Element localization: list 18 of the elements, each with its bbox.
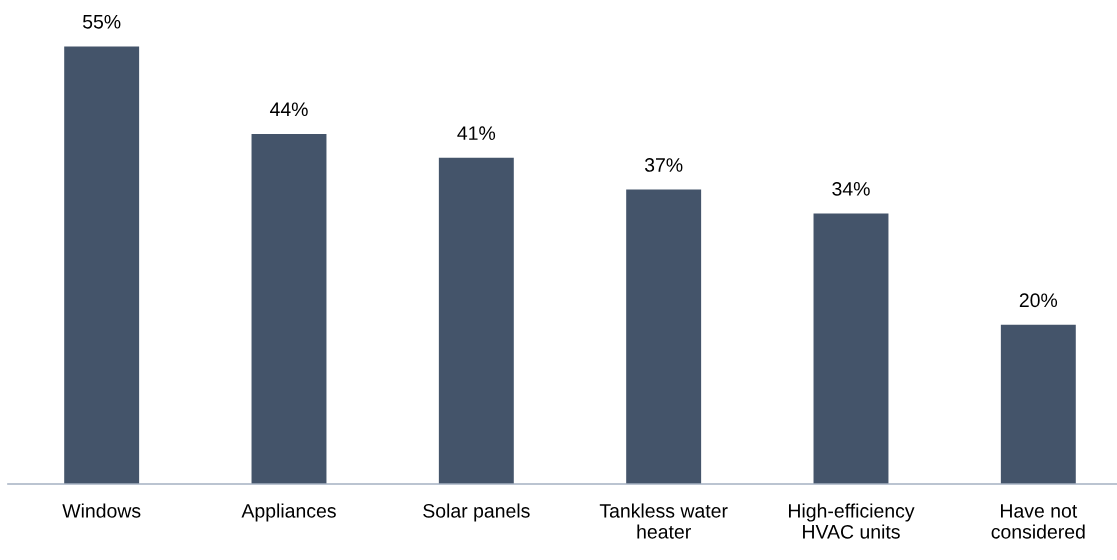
- x-tick-label: Windows: [62, 503, 141, 518]
- bar: [64, 46, 140, 484]
- data-label: 55%: [82, 14, 121, 29]
- data-label: 41%: [457, 126, 496, 140]
- x-tick-label: Solar panels: [423, 503, 530, 522]
- bar: [251, 133, 327, 484]
- data-label: 20%: [1019, 293, 1058, 308]
- bar: [813, 213, 889, 484]
- x-tick-label: High-efficiency HVAC units: [789, 503, 915, 539]
- x-tick-label: Tankless water heater: [599, 503, 728, 539]
- data-label: 44%: [269, 102, 308, 117]
- data-label: 37%: [644, 158, 683, 172]
- x-tick-label: Have not considered: [991, 504, 1085, 539]
- bar: [626, 189, 702, 484]
- bar: [1000, 324, 1076, 484]
- x-tick-label: Appliances: [241, 503, 336, 522]
- bar: [438, 157, 514, 484]
- data-label: 34%: [832, 181, 870, 196]
